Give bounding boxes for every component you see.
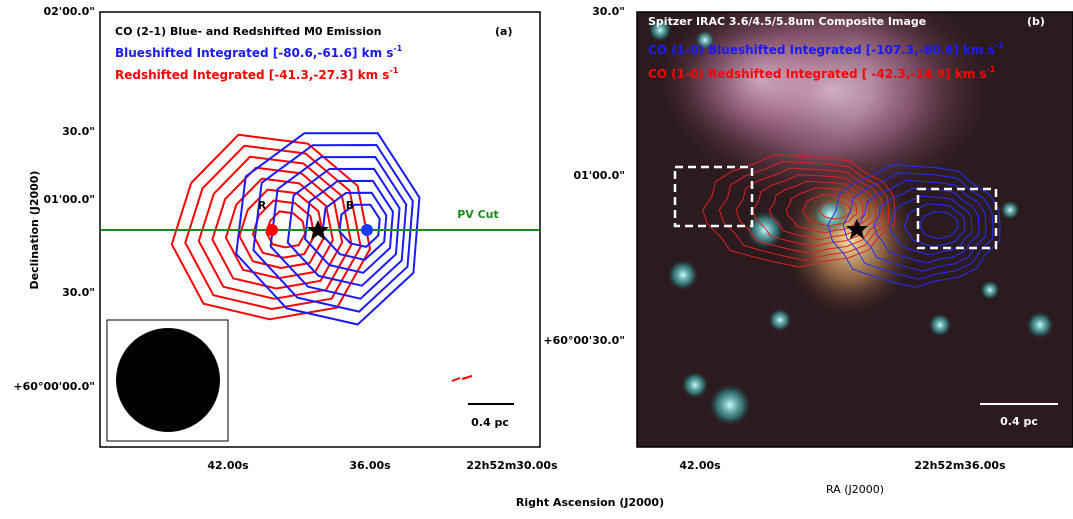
contour — [304, 179, 394, 274]
contour — [702, 154, 896, 268]
panel-b-frame — [636, 11, 1073, 448]
blue-label: Blueshifted Integrated [-80.6,-61.6] km … — [115, 44, 403, 60]
marker-r-label: R — [258, 199, 267, 212]
beam — [116, 328, 220, 432]
blue-marker — [361, 224, 373, 236]
contours-a — [170, 132, 421, 326]
contour — [286, 167, 401, 287]
y-tick-label: 30.0" — [62, 286, 95, 299]
y-tick-label: 30.0" — [62, 125, 95, 138]
contour — [735, 167, 883, 254]
x-tick-label: 42.00s — [679, 459, 721, 472]
panel-b-tag: (b) — [1027, 15, 1045, 28]
contour — [170, 133, 371, 321]
y-tick-label: 30.0" — [592, 5, 625, 18]
x-tick-label: 42.00s — [207, 459, 249, 472]
panel-a-title: CO (2-1) Blue- and Redshifted M0 Emissio… — [115, 25, 381, 38]
x-tick-label: 22h52m36.00s — [914, 459, 1006, 472]
star-marker — [307, 220, 329, 240]
scale-bar-label: 0.4 pc — [1000, 415, 1038, 428]
panel-a-tag: (a) — [495, 25, 512, 38]
x-tick-label: 36.00s — [349, 459, 391, 472]
red-label: CO (1-0) Redshifted Integrated [ -42.3,-… — [648, 65, 996, 81]
contour — [919, 211, 959, 240]
contour — [238, 188, 325, 269]
contour — [842, 172, 994, 280]
y-axis-label: Declination (J2000) — [28, 171, 41, 290]
contour — [827, 164, 1001, 288]
y-tick-label: 01'00.0" — [43, 193, 95, 206]
blue-label: CO (1-0) Blueshifted Integrated [-107.3,… — [648, 41, 1004, 57]
x-tick-label: 22h52m30.00s — [466, 459, 558, 472]
contour — [184, 144, 362, 310]
contour — [768, 180, 870, 241]
contour — [269, 156, 408, 300]
red-marker — [266, 224, 278, 236]
y-tick-label: 02'00.0" — [43, 5, 95, 18]
x-axis-label: Right Ascension (J2000) — [516, 496, 664, 509]
x-axis-label: RA (J2000) — [826, 483, 884, 496]
scale-bar-label: 0.4 pc — [471, 416, 509, 429]
star-marker — [846, 219, 868, 239]
contour — [321, 191, 388, 261]
contour — [252, 144, 414, 313]
contour — [873, 187, 980, 264]
y-tick-label: 01'00.0" — [573, 169, 625, 182]
region-box — [673, 165, 754, 228]
contour — [904, 203, 966, 248]
contour — [235, 132, 421, 326]
y-tick-label: +60°00'00.0" — [13, 380, 95, 393]
contour — [338, 203, 381, 248]
contour — [802, 194, 858, 227]
red-label: Redshifted Integrated [-41.3,-27.3] km s… — [115, 66, 399, 82]
y-tick-label: +60°00'30.0" — [543, 334, 625, 347]
contour — [818, 200, 851, 220]
region-box — [916, 187, 998, 250]
contour — [888, 195, 973, 256]
panel-b-title: Spitzer IRAC 3.6/4.5/5.8um Composite Ima… — [648, 15, 926, 28]
contour — [197, 155, 353, 300]
contour — [211, 166, 344, 290]
pv-label: PV Cut — [457, 208, 499, 221]
marker-b-label: B — [346, 199, 354, 212]
contour — [718, 160, 890, 261]
noise-contour — [451, 375, 473, 382]
